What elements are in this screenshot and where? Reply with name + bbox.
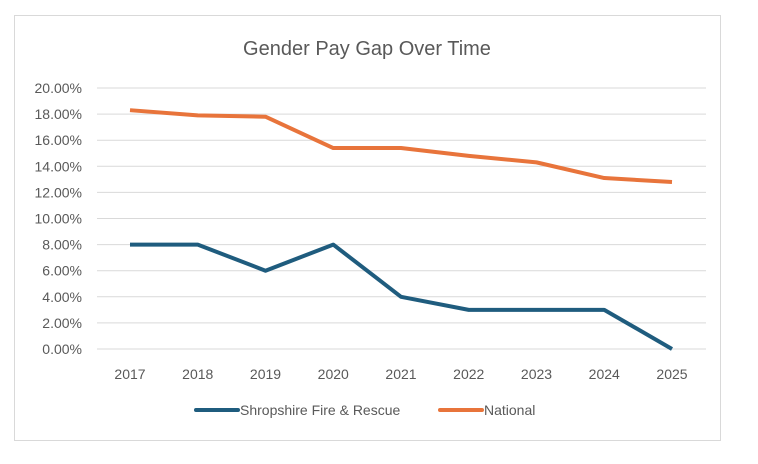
legend-label: Shropshire Fire & Rescue bbox=[240, 402, 401, 418]
x-tick-label: 2017 bbox=[114, 366, 145, 382]
x-tick-label: 2022 bbox=[453, 366, 484, 382]
x-tick-label: 2024 bbox=[589, 366, 620, 382]
y-tick-label: 18.00% bbox=[35, 106, 82, 122]
x-tick-label: 2025 bbox=[656, 366, 687, 382]
legend-label: National bbox=[484, 402, 535, 418]
chart-title: Gender Pay Gap Over Time bbox=[243, 38, 491, 60]
y-tick-label: 14.00% bbox=[35, 158, 82, 174]
x-tick-label: 2020 bbox=[318, 366, 349, 382]
y-tick-label: 2.00% bbox=[42, 315, 82, 331]
x-tick-label: 2023 bbox=[521, 366, 552, 382]
y-tick-label: 8.00% bbox=[42, 237, 82, 253]
x-tick-label: 2019 bbox=[250, 366, 281, 382]
y-tick-label: 6.00% bbox=[42, 263, 82, 279]
x-tick-label: 2018 bbox=[182, 366, 213, 382]
y-tick-label: 12.00% bbox=[35, 184, 82, 200]
y-tick-label: 0.00% bbox=[42, 341, 82, 357]
y-tick-label: 10.00% bbox=[35, 211, 82, 227]
y-tick-label: 4.00% bbox=[42, 289, 82, 305]
x-tick-label: 2021 bbox=[385, 366, 416, 382]
y-tick-label: 16.00% bbox=[35, 132, 82, 148]
y-tick-label: 20.00% bbox=[35, 80, 82, 96]
